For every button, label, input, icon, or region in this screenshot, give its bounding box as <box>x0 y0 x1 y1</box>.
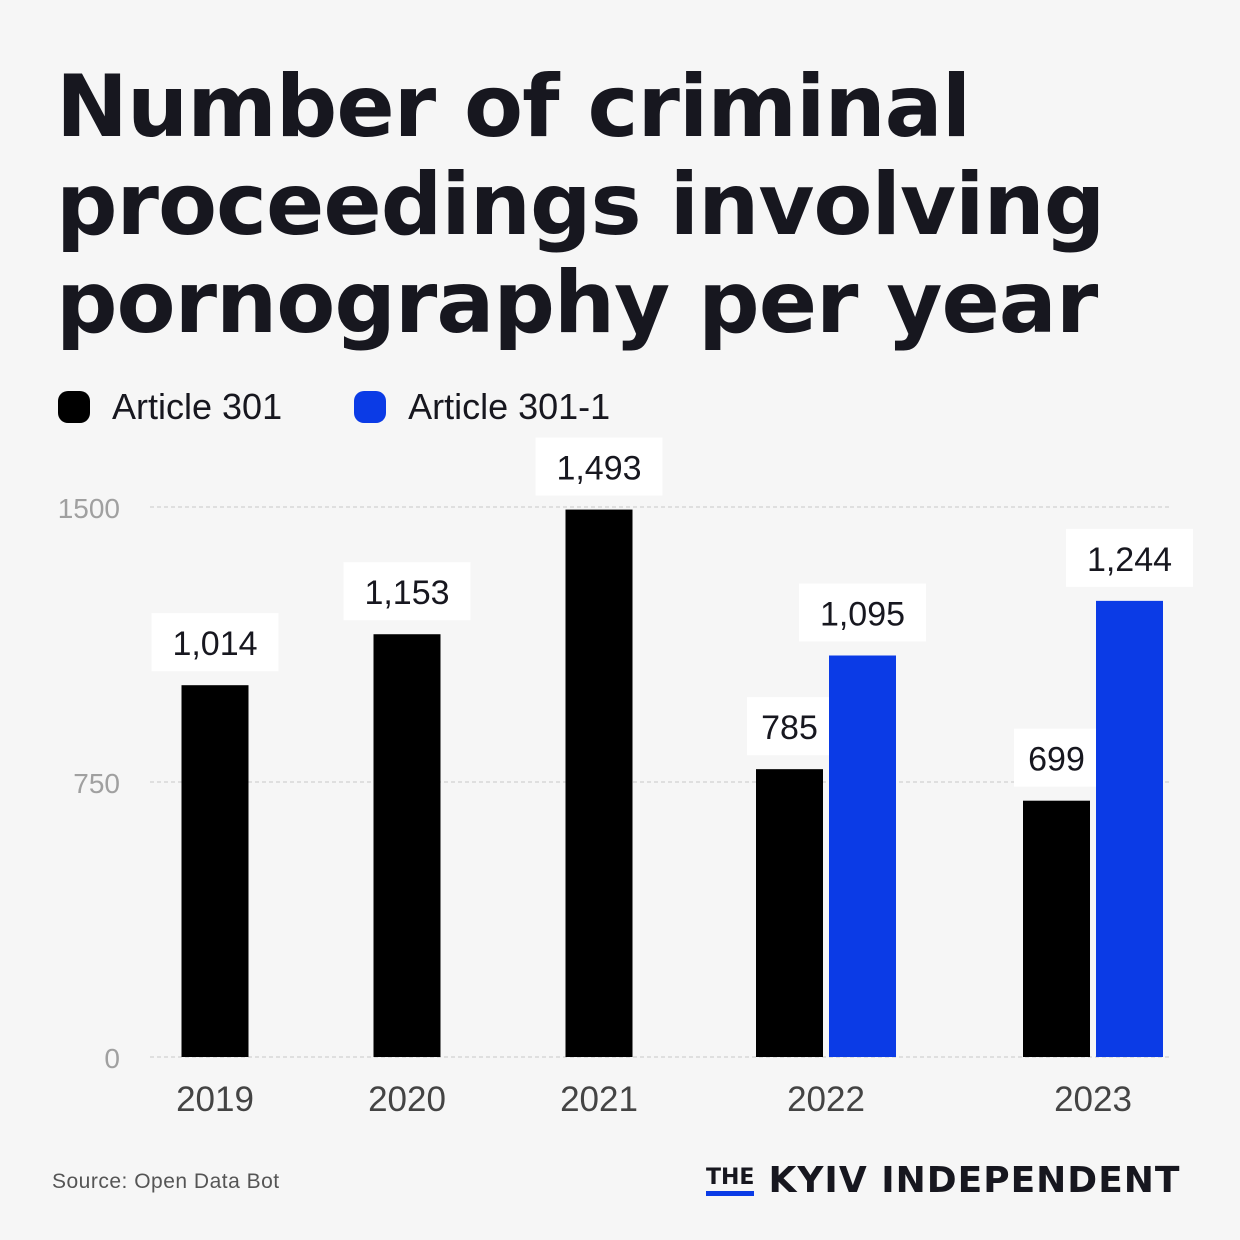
x-tick-label-2022: 2022 <box>787 1080 865 1119</box>
data-label-box-2021-0 <box>535 437 663 496</box>
bar-article-301-2019 <box>181 685 249 1057</box>
data-label-2023-1: 1,244 <box>1087 541 1172 579</box>
data-label-box-2020-0 <box>343 562 471 621</box>
data-label-2022-0: 785 <box>761 709 818 747</box>
brand-logo: THE KYIV INDEPENDENT <box>706 1160 1180 1201</box>
data-label-2022-1: 1,095 <box>820 596 905 634</box>
data-label-box-2022-1 <box>799 583 926 642</box>
legend: Article 301 Article 301-1 <box>58 386 682 428</box>
x-tick-label-2020: 2020 <box>368 1080 446 1119</box>
data-label-box-2023-1 <box>1066 528 1193 587</box>
data-label-2019-0: 1,014 <box>172 625 257 663</box>
source-note: Source: Open Data Bot <box>52 1170 280 1193</box>
x-tick-label-2021: 2021 <box>560 1080 638 1119</box>
legend-item-article-301: Article 301 <box>58 386 282 428</box>
bar-article-301-2023 <box>1023 800 1090 1057</box>
y-tick-label-0: 0 <box>104 1043 120 1074</box>
data-label-2020-0: 1,153 <box>364 574 449 612</box>
legend-label-article-301: Article 301 <box>112 386 283 427</box>
data-label-box-2023-0 <box>1014 728 1099 787</box>
bar-article-301-2022 <box>756 769 823 1057</box>
brand-name: KYIV INDEPENDENT <box>768 1160 1181 1201</box>
legend-label-article-301-1: Article 301-1 <box>408 386 611 427</box>
legend-item-article-301-1: Article 301-1 <box>354 386 610 428</box>
brand-the: THE <box>706 1165 755 1196</box>
legend-swatch-article-301 <box>58 391 90 423</box>
data-label-box-2019-0 <box>151 613 279 672</box>
bar-article-301-2020 <box>373 634 441 1057</box>
x-tick-label-2019: 2019 <box>176 1080 254 1119</box>
x-tick-label-2023: 2023 <box>1054 1080 1132 1119</box>
data-label-box-2022-0 <box>747 697 832 756</box>
data-label-2023-0: 699 <box>1028 741 1085 779</box>
bar-article-301-1-2023 <box>1096 600 1163 1057</box>
bar-article-301-1-2022 <box>829 655 896 1057</box>
data-label-2021-0: 1,493 <box>556 450 641 488</box>
y-tick-label-750: 750 <box>73 768 120 799</box>
bar-article-301-2021 <box>565 509 633 1058</box>
legend-swatch-article-301-1 <box>354 391 387 423</box>
y-tick-label-1500: 1500 <box>58 493 120 524</box>
chart-title: Number of criminal proceedings involving… <box>56 57 1105 353</box>
